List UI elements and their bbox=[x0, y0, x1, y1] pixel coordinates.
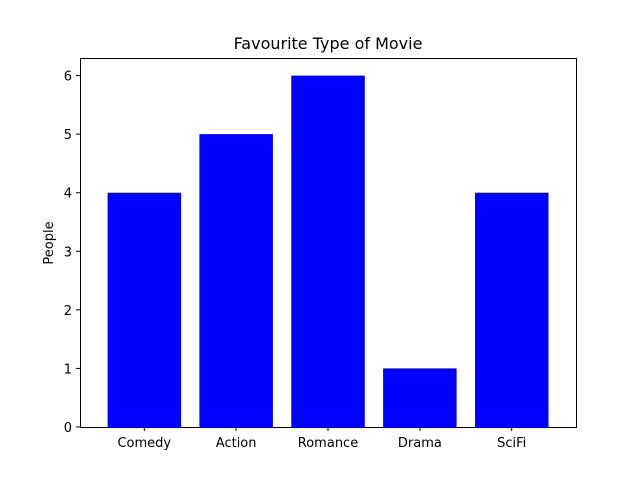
plot-frame bbox=[80, 58, 577, 428]
x-tick-label: Romance bbox=[298, 436, 358, 451]
y-tick-label: 4 bbox=[64, 187, 72, 202]
x-tick-label: Comedy bbox=[117, 436, 171, 451]
x-tick-label: Drama bbox=[398, 436, 442, 451]
x-axis-ticks: Comedy Action Romance Drama SciFi bbox=[117, 427, 526, 451]
bar-action bbox=[199, 134, 273, 427]
y-tick-label: 6 bbox=[64, 70, 72, 85]
bar-scifi bbox=[475, 192, 549, 427]
bar-drama bbox=[383, 368, 457, 427]
y-tick-label: 5 bbox=[64, 128, 72, 143]
y-tick-label: 3 bbox=[64, 245, 72, 260]
y-tick-label: 2 bbox=[64, 304, 72, 319]
y-axis-ticks: 0 1 2 3 4 5 6 bbox=[64, 70, 80, 436]
y-tick-label: 0 bbox=[64, 421, 72, 436]
x-tick-label: SciFi bbox=[497, 436, 526, 451]
y-tick-label: 1 bbox=[64, 362, 72, 377]
bar-romance bbox=[291, 75, 365, 427]
x-tick-label: Action bbox=[216, 436, 257, 451]
bar-comedy bbox=[107, 192, 182, 427]
y-axis-label: People bbox=[42, 221, 57, 264]
bars-group bbox=[107, 75, 549, 427]
chart-title: Favourite Type of Movie bbox=[234, 34, 423, 53]
